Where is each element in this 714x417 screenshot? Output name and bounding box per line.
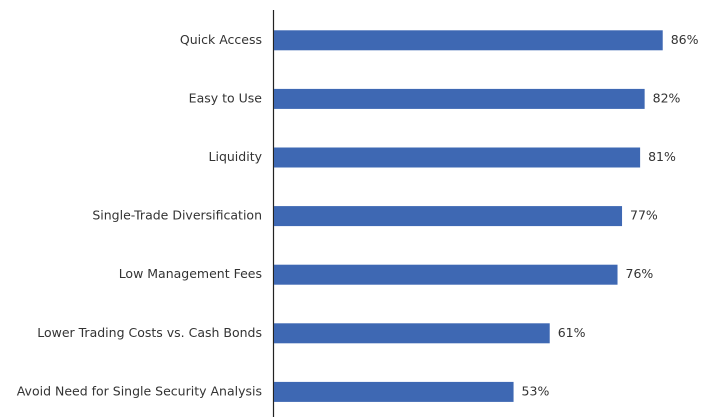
value-label: 82%	[653, 90, 681, 105]
value-label: 81%	[648, 149, 676, 164]
value-label: 76%	[626, 266, 654, 281]
bar	[274, 147, 641, 168]
category-label: Single-Trade Diversification	[92, 208, 262, 223]
bar	[274, 264, 618, 285]
bar	[274, 206, 623, 227]
category-label: Liquidity	[209, 149, 263, 164]
value-label: 53%	[522, 383, 550, 398]
category-label: Avoid Need for Single Security Analysis	[17, 383, 262, 398]
value-label: 86%	[671, 32, 699, 47]
category-label: Low Management Fees	[119, 266, 262, 281]
bar	[274, 323, 550, 344]
bar	[274, 30, 663, 51]
bar	[274, 381, 514, 402]
category-label: Lower Trading Costs vs. Cash Bonds	[37, 325, 262, 340]
value-label: 77%	[630, 208, 658, 223]
value-label: 61%	[558, 325, 586, 340]
category-label: Easy to Use	[189, 90, 263, 105]
category-label: Quick Access	[180, 32, 262, 47]
bar	[274, 88, 645, 109]
